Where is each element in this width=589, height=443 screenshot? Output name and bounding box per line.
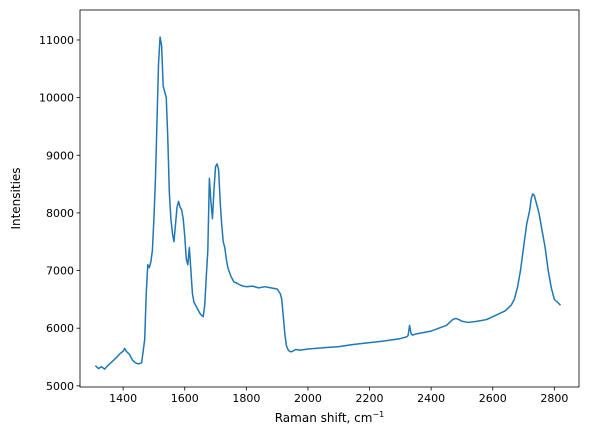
x-axis-label-superscript: −1 <box>372 410 384 419</box>
plot-frame <box>79 9 580 388</box>
y-axis-label: Intensities <box>9 167 23 229</box>
x-tick-label: 1800 <box>232 392 260 405</box>
x-axis-ticks: 1400 1600 1800 2000 2200 2400 2600 2800 <box>109 387 568 405</box>
y-tick-label: 7000 <box>46 265 74 278</box>
y-axis-ticks: 5000 6000 7000 8000 9000 10000 11000 <box>39 34 80 393</box>
x-tick-label: 2400 <box>417 392 445 405</box>
x-tick-label: 2000 <box>294 392 322 405</box>
y-tick-label: 9000 <box>46 149 74 162</box>
x-axis-label: Raman shift, cm−1 <box>275 410 385 425</box>
spectrum-line <box>94 36 562 370</box>
y-tick-label: 10000 <box>39 92 74 105</box>
x-tick-label: 2600 <box>479 392 507 405</box>
y-tick-label: 11000 <box>39 34 74 47</box>
x-tick-label: 1600 <box>171 392 199 405</box>
y-tick-label: 8000 <box>46 207 74 220</box>
y-tick-label: 5000 <box>46 380 74 393</box>
x-tick-label: 2200 <box>356 392 384 405</box>
y-tick-label: 6000 <box>46 322 74 335</box>
x-tick-label: 1400 <box>109 392 137 405</box>
x-tick-label: 2800 <box>540 392 568 405</box>
series-layer <box>94 36 562 370</box>
